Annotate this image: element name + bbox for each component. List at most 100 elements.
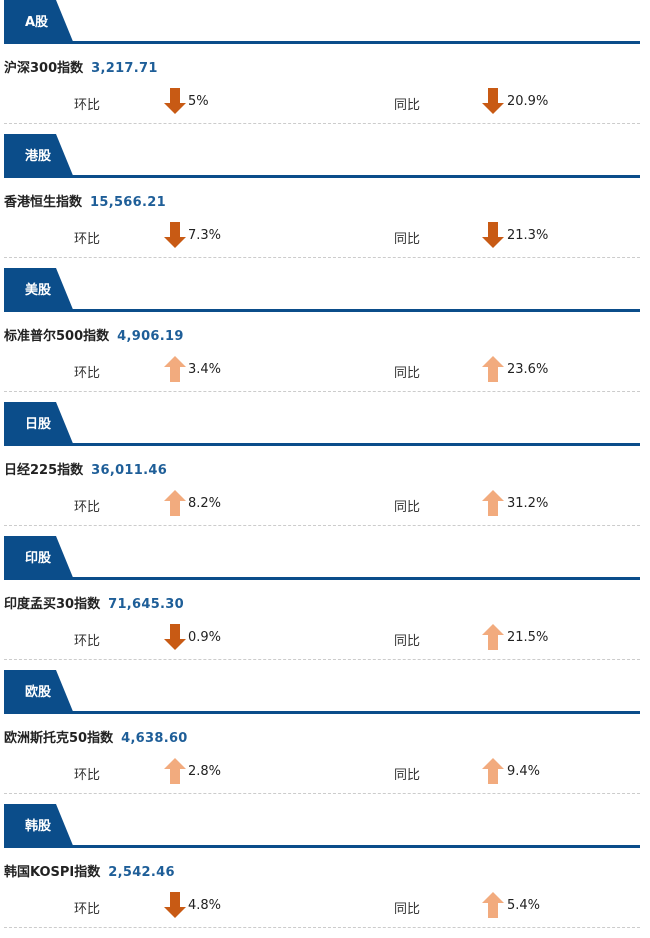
mom-metric: 环比 8.2% <box>0 490 325 518</box>
market-tab[interactable]: 港股 <box>4 134 74 178</box>
yoy-metric: 同比 20.9% <box>325 88 650 116</box>
yoy-metric: 同比 23.6% <box>325 356 650 384</box>
yoy-metric: 同比 21.3% <box>325 222 650 250</box>
section-header: 印股 <box>0 536 650 580</box>
market-section: 印股 印度孟买30指数 71,645.30 环比 0.9% 同比 21.5% <box>0 536 650 670</box>
divider <box>4 525 640 526</box>
yoy-label: 同比 <box>394 366 421 381</box>
yoy-label: 同比 <box>394 634 421 649</box>
arrow-down-icon <box>164 892 186 918</box>
mom-value: 8.2% <box>188 496 222 511</box>
mom-value: 7.3% <box>188 228 222 243</box>
yoy-value: 23.6% <box>507 362 549 377</box>
market-tab-label: 印股 <box>25 551 52 566</box>
mom-label: 环比 <box>74 500 101 515</box>
yoy-value: 5.4% <box>507 898 541 913</box>
mom-metric: 环比 5% <box>0 88 325 116</box>
arrow-down-icon <box>164 88 186 114</box>
index-row: 沪深300指数 3,217.71 <box>4 57 158 76</box>
mom-metric: 环比 3.4% <box>0 356 325 384</box>
mom-value: 4.8% <box>188 898 222 913</box>
market-section: A股 沪深300指数 3,217.71 环比 5% 同比 20.9% <box>0 0 650 134</box>
index-row: 印度孟买30指数 71,645.30 <box>4 593 184 612</box>
divider <box>4 927 640 928</box>
market-section: 欧股 欧洲斯托克50指数 4,638.60 环比 2.8% 同比 9.4% <box>0 670 650 804</box>
yoy-label: 同比 <box>394 902 421 917</box>
divider <box>4 793 640 794</box>
header-rule <box>4 175 640 178</box>
yoy-value: 21.5% <box>507 630 549 645</box>
market-tab[interactable]: 美股 <box>4 268 74 312</box>
mom-value: 0.9% <box>188 630 222 645</box>
market-tab[interactable]: 日股 <box>4 402 74 446</box>
index-row: 香港恒生指数 15,566.21 <box>4 191 166 210</box>
market-tab[interactable]: 韩股 <box>4 804 74 848</box>
index-value: 36,011.46 <box>91 463 168 478</box>
index-value: 3,217.71 <box>91 61 158 76</box>
arrow-up-icon <box>482 758 504 784</box>
arrow-up-icon <box>482 490 504 516</box>
yoy-label: 同比 <box>394 98 421 113</box>
index-value: 2,542.46 <box>108 865 175 880</box>
mom-metric: 环比 0.9% <box>0 624 325 652</box>
section-header: A股 <box>0 0 650 44</box>
market-tab-label: 港股 <box>25 149 52 164</box>
market-tab-label: 美股 <box>25 283 52 298</box>
mom-label: 环比 <box>74 768 101 783</box>
header-rule <box>4 845 640 848</box>
yoy-value: 20.9% <box>507 94 549 109</box>
market-tab[interactable]: A股 <box>4 0 74 44</box>
header-rule <box>4 309 640 312</box>
yoy-label: 同比 <box>394 500 421 515</box>
arrow-down-icon <box>164 222 186 248</box>
mom-label: 环比 <box>74 902 101 917</box>
index-name: 韩国KOSPI指数 <box>4 865 101 880</box>
header-rule <box>4 577 640 580</box>
yoy-value: 31.2% <box>507 496 549 511</box>
arrow-up-icon <box>164 356 186 382</box>
index-value: 4,638.60 <box>121 731 188 746</box>
divider <box>4 257 640 258</box>
market-section: 港股 香港恒生指数 15,566.21 环比 7.3% 同比 21.3% <box>0 134 650 268</box>
arrow-up-icon <box>164 490 186 516</box>
mom-label: 环比 <box>74 98 101 113</box>
index-row: 日经225指数 36,011.46 <box>4 459 167 478</box>
arrow-up-icon <box>482 624 504 650</box>
divider <box>4 659 640 660</box>
index-row: 韩国KOSPI指数 2,542.46 <box>4 861 175 880</box>
yoy-metric: 同比 31.2% <box>325 490 650 518</box>
mom-metric: 环比 4.8% <box>0 892 325 920</box>
mom-value: 5% <box>188 94 209 109</box>
index-name: 标准普尔500指数 <box>4 329 110 344</box>
market-section: 日股 日经225指数 36,011.46 环比 8.2% 同比 31.2% <box>0 402 650 536</box>
arrow-down-icon <box>482 222 504 248</box>
market-tab[interactable]: 印股 <box>4 536 74 580</box>
arrow-up-icon <box>482 356 504 382</box>
market-tab-label: 欧股 <box>25 685 52 700</box>
arrow-down-icon <box>164 624 186 650</box>
yoy-metric: 同比 9.4% <box>325 758 650 786</box>
yoy-label: 同比 <box>394 768 421 783</box>
mom-metric: 环比 7.3% <box>0 222 325 250</box>
arrow-up-icon <box>164 758 186 784</box>
yoy-value: 9.4% <box>507 764 541 779</box>
index-row: 标准普尔500指数 4,906.19 <box>4 325 184 344</box>
index-name: 香港恒生指数 <box>4 195 83 210</box>
header-rule <box>4 443 640 446</box>
section-header: 欧股 <box>0 670 650 714</box>
header-rule <box>4 41 640 44</box>
yoy-label: 同比 <box>394 232 421 247</box>
mom-label: 环比 <box>74 232 101 247</box>
section-header: 美股 <box>0 268 650 312</box>
arrow-down-icon <box>482 88 504 114</box>
market-tab-label: 韩股 <box>25 819 52 834</box>
section-header: 日股 <box>0 402 650 446</box>
mom-value: 2.8% <box>188 764 222 779</box>
market-tab[interactable]: 欧股 <box>4 670 74 714</box>
market-tab-label: A股 <box>25 15 49 30</box>
market-section: 韩股 韩国KOSPI指数 2,542.46 环比 4.8% 同比 5.4% <box>0 804 650 938</box>
index-row: 欧洲斯托克50指数 4,638.60 <box>4 727 188 746</box>
market-section: 美股 标准普尔500指数 4,906.19 环比 3.4% 同比 23.6% <box>0 268 650 402</box>
index-name: 沪深300指数 <box>4 61 84 76</box>
